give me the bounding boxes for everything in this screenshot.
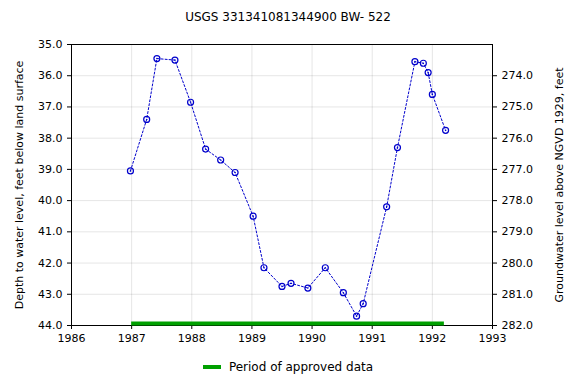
html-text:USGS 331341081344900 BW- 522: USGS 331341081344900 BW- 522: [185, 10, 391, 24]
svg-text:1986: 1986: [58, 332, 86, 345]
svg-text:1993: 1993: [479, 332, 507, 345]
svg-text:276.0: 276.0: [502, 132, 534, 145]
svg-text:1990: 1990: [298, 332, 326, 345]
svg-text:42.0: 42.0: [38, 257, 63, 270]
svg-text:279.0: 279.0: [502, 225, 534, 238]
svg-text:280.0: 280.0: [502, 257, 534, 270]
svg-text:1987: 1987: [118, 332, 146, 345]
html-text:Period of approved data: Period of approved data: [228, 360, 374, 374]
svg-text:36.0: 36.0: [38, 69, 63, 82]
svg-text:278.0: 278.0: [502, 194, 534, 207]
svg-text:1992: 1992: [418, 332, 446, 345]
svg-text:40.0: 40.0: [38, 194, 63, 207]
svg-text:41.0: 41.0: [38, 225, 63, 238]
svg-text:44.0: 44.0: [38, 319, 63, 332]
svg-text:43.0: 43.0: [38, 288, 63, 301]
svg-text:39.0: 39.0: [38, 163, 63, 176]
svg-text:1989: 1989: [238, 332, 266, 345]
svg-text:Depth to water level, feet bel: Depth to water level, feet below land su…: [13, 60, 26, 309]
svg-text:274.0: 274.0: [502, 69, 534, 82]
svg-text:37.0: 37.0: [38, 100, 63, 113]
svg-text:1991: 1991: [358, 332, 386, 345]
svg-text:35.0: 35.0: [38, 38, 63, 51]
svg-text:277.0: 277.0: [502, 163, 534, 176]
svg-text:281.0: 281.0: [502, 288, 534, 301]
svg-text:282.0: 282.0: [502, 319, 534, 332]
svg-text:38.0: 38.0: [38, 132, 63, 145]
svg-text:275.0: 275.0: [502, 100, 534, 113]
svg-text:Groundwater level above NGVD 1: Groundwater level above NGVD 1929, feet: [553, 67, 566, 303]
svg-text:1988: 1988: [178, 332, 206, 345]
